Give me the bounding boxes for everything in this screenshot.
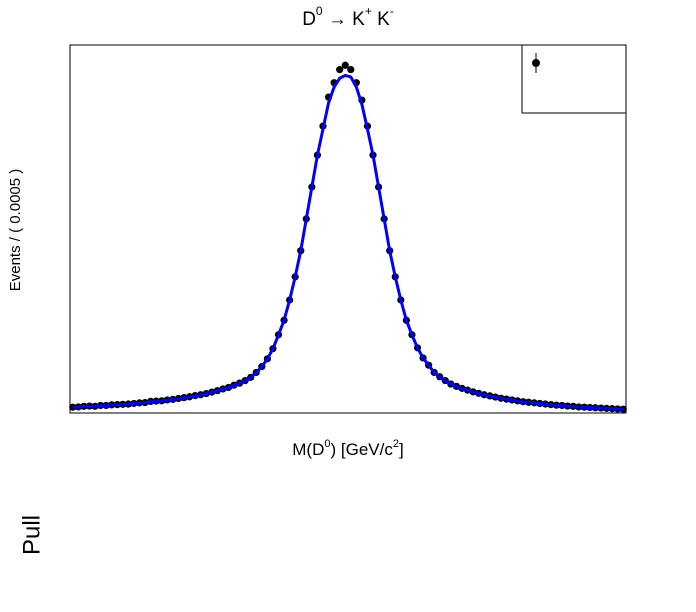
xlabel-part: 0 <box>324 438 330 450</box>
data-point <box>336 66 344 74</box>
x-axis-label: M(D0) [GeV/c2] <box>292 438 403 460</box>
chart-title: D0 → K+ K- <box>302 4 394 30</box>
title-part: + <box>365 4 372 18</box>
title-part: - <box>390 4 394 18</box>
xlabel-part: 2 <box>393 438 399 450</box>
title-part: D <box>302 9 316 30</box>
title-part: 0 <box>316 4 323 18</box>
xlabel-part: M(D <box>292 440 324 459</box>
plot-frame <box>69 44 627 414</box>
title-part: K <box>372 9 390 30</box>
xlabel-part: ] <box>399 440 404 459</box>
title-part: → K <box>323 9 366 30</box>
xlabel-part: ) [GeV/c <box>331 440 394 459</box>
data-point <box>347 66 355 74</box>
pull-axis-label: Pull <box>18 515 45 555</box>
data-point <box>341 61 349 69</box>
fit-line <box>72 73 624 411</box>
legend-box <box>521 44 627 114</box>
y-axis-label: Events / ( 0.0005 ) <box>7 169 24 292</box>
